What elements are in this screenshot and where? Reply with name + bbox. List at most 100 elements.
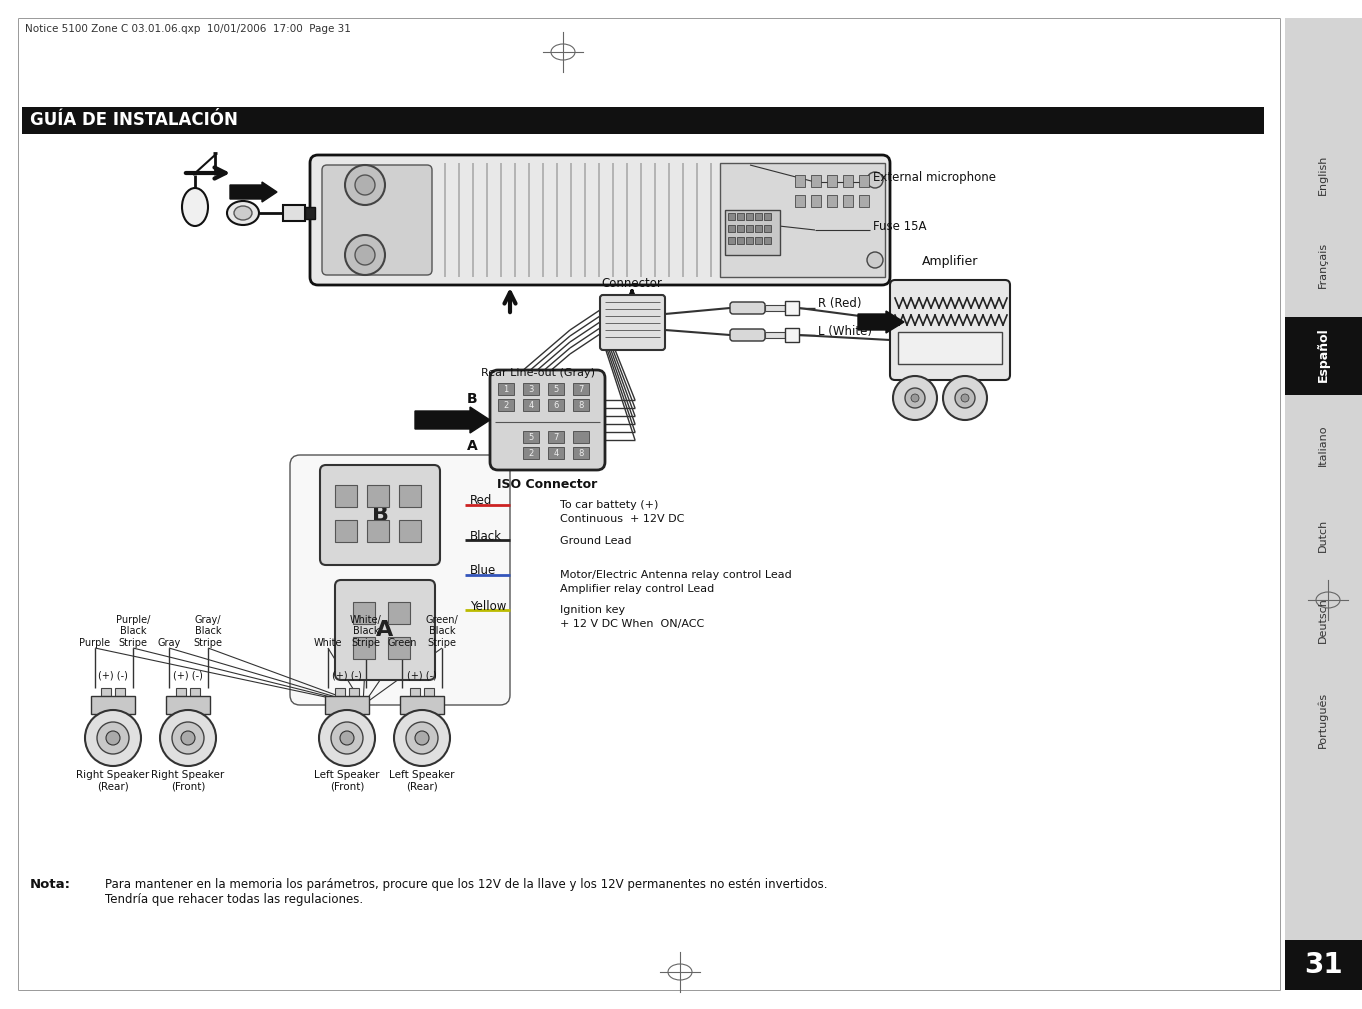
Text: 2: 2	[504, 401, 508, 410]
Text: 7: 7	[553, 433, 558, 442]
Bar	[843, 175, 853, 187]
Bar	[548, 399, 564, 411]
Text: Connector: Connector	[602, 277, 662, 290]
Text: External microphone: External microphone	[873, 172, 996, 185]
Circle shape	[893, 376, 937, 420]
FancyBboxPatch shape	[730, 302, 765, 314]
Text: Español: Español	[1317, 328, 1329, 382]
Bar	[91, 696, 135, 714]
Text: (+) (-): (+) (-)	[98, 670, 128, 680]
Text: White: White	[313, 638, 342, 648]
Text: 5: 5	[528, 433, 534, 442]
Text: + 12 V DC When  ON/ACC: + 12 V DC When ON/ACC	[560, 619, 704, 629]
FancyBboxPatch shape	[320, 465, 440, 565]
Bar	[366, 520, 390, 542]
Text: Português: Português	[1318, 692, 1328, 748]
Text: 5: 5	[553, 384, 558, 394]
Bar	[335, 688, 345, 696]
Circle shape	[868, 252, 883, 268]
Bar	[795, 195, 805, 207]
Text: 2: 2	[528, 448, 534, 457]
Bar	[746, 225, 753, 232]
Bar	[737, 237, 744, 244]
Text: Ground Lead: Ground Lead	[560, 536, 632, 546]
Circle shape	[345, 165, 385, 205]
Circle shape	[406, 722, 439, 754]
Circle shape	[345, 235, 385, 275]
Text: Green: Green	[387, 638, 417, 648]
FancyBboxPatch shape	[730, 329, 765, 341]
Text: Continuous  + 12V DC: Continuous + 12V DC	[560, 514, 684, 524]
Text: Red: Red	[470, 494, 493, 508]
Text: 6: 6	[553, 401, 558, 410]
FancyArrow shape	[858, 311, 904, 333]
Bar	[548, 431, 564, 443]
Circle shape	[181, 731, 195, 745]
Bar	[523, 431, 539, 443]
Text: 1: 1	[504, 384, 508, 394]
Bar	[424, 688, 434, 696]
Circle shape	[904, 388, 925, 408]
Circle shape	[331, 722, 364, 754]
Bar	[764, 237, 771, 244]
Bar	[755, 213, 761, 220]
Text: ISO Connector: ISO Connector	[497, 478, 597, 491]
Text: (+) (-): (+) (-)	[332, 670, 362, 680]
Bar	[388, 602, 410, 624]
Ellipse shape	[227, 201, 259, 225]
Text: Italiano: Italiano	[1318, 424, 1328, 466]
Bar	[859, 175, 869, 187]
Text: White/
Black
Stripe: White/ Black Stripe	[350, 614, 381, 648]
Bar	[720, 163, 885, 277]
Text: Left Speaker
(Front): Left Speaker (Front)	[315, 770, 380, 792]
Bar	[729, 213, 735, 220]
Text: Right Speaker
(Rear): Right Speaker (Rear)	[76, 770, 150, 792]
Bar	[785, 301, 799, 315]
Bar	[388, 637, 410, 659]
Bar	[755, 225, 761, 232]
Text: Right Speaker
(Front): Right Speaker (Front)	[151, 770, 225, 792]
Bar	[1284, 940, 1362, 990]
Bar	[843, 195, 853, 207]
Circle shape	[97, 722, 129, 754]
Text: English: English	[1318, 154, 1328, 195]
Text: Rear Line-out (Gray): Rear Line-out (Gray)	[481, 368, 595, 378]
Bar	[725, 210, 780, 255]
Bar	[729, 237, 735, 244]
Text: (+) (-): (+) (-)	[173, 670, 203, 680]
Bar	[729, 225, 735, 232]
Bar	[335, 485, 357, 507]
Bar	[810, 195, 821, 207]
Bar	[326, 696, 369, 714]
Text: Notice 5100 Zone C 03.01.06.qxp  10/01/2006  17:00  Page 31: Notice 5100 Zone C 03.01.06.qxp 10/01/20…	[25, 24, 351, 34]
Bar	[353, 602, 375, 624]
Circle shape	[868, 172, 883, 188]
Ellipse shape	[234, 206, 252, 220]
Text: A: A	[376, 620, 394, 640]
Text: Black: Black	[470, 530, 503, 543]
Bar	[349, 688, 360, 696]
Bar	[765, 305, 785, 311]
Bar	[399, 485, 421, 507]
Bar	[523, 399, 539, 411]
FancyBboxPatch shape	[311, 155, 889, 285]
Bar	[22, 107, 1264, 134]
Bar	[548, 447, 564, 459]
Bar	[573, 383, 588, 395]
Circle shape	[319, 710, 375, 766]
Text: 4: 4	[528, 401, 534, 410]
Text: 4: 4	[553, 448, 558, 457]
Bar	[764, 213, 771, 220]
Circle shape	[355, 245, 375, 265]
Circle shape	[84, 710, 142, 766]
Text: 8: 8	[579, 448, 584, 457]
Ellipse shape	[183, 188, 208, 226]
Text: 3: 3	[528, 384, 534, 394]
Text: L (White): L (White)	[819, 325, 872, 337]
Bar	[827, 195, 838, 207]
Circle shape	[415, 731, 429, 745]
Text: Gray: Gray	[158, 638, 181, 648]
Text: Green/
Black
Stripe: Green/ Black Stripe	[425, 614, 459, 648]
Text: Dutch: Dutch	[1318, 519, 1328, 552]
Bar	[795, 175, 805, 187]
